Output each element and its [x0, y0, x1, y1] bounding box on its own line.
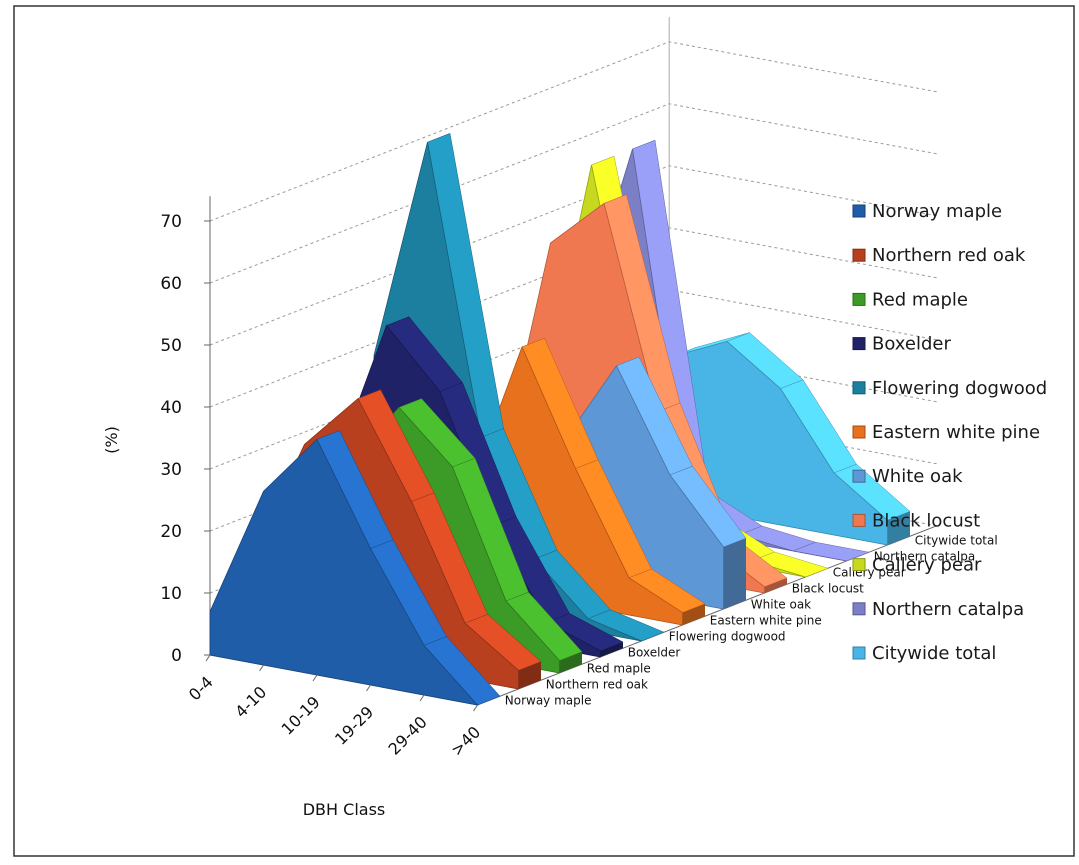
x-axis-title: DBH Class [303, 800, 386, 819]
legend-entry: Northern red oak [872, 245, 1026, 266]
area-endcap-1 [518, 661, 541, 689]
legend-swatch [852, 337, 866, 351]
legend-swatch [852, 381, 866, 395]
legend-swatch [852, 248, 866, 262]
x-tick-mark [312, 674, 318, 682]
legend-entry: Citywide total [872, 643, 996, 664]
depth-label: Northern catalpa [874, 550, 975, 564]
depth-label: Citywide total [915, 534, 998, 548]
area-endcap-7 [764, 578, 787, 593]
area-series-0 [209, 438, 479, 706]
depth-label: Northern red oak [546, 678, 648, 692]
x-tick-mark [473, 704, 478, 712]
depth-label: Black locust [792, 582, 864, 596]
x-tick-mark [205, 654, 211, 662]
area-endcap-3 [600, 642, 623, 657]
y-tick-label: 0 [171, 646, 182, 666]
depth-label: White oak [751, 598, 811, 612]
y-tick-label: 20 [160, 522, 182, 542]
y-tick-label: 10 [160, 584, 182, 604]
y-axis-ticks: 0 10 20 30 40 50 60 70 [160, 212, 210, 666]
depth-label: Norway maple [505, 694, 592, 708]
depth-label: Red maple [587, 662, 651, 676]
y-tick-label: 70 [160, 212, 182, 232]
y-tick-label: 60 [160, 274, 182, 294]
depth-axis-labels: Norway maple Northern red oak Red maple Box… [505, 534, 998, 708]
y-tick-label: 40 [160, 398, 182, 418]
area-endcap-10 [887, 511, 910, 545]
depth-label: Flowering dogwood [669, 630, 786, 644]
legend-swatch [852, 646, 866, 660]
y-axis-title: (%) [102, 426, 121, 454]
legend-entry: Callery pear [872, 555, 982, 576]
depth-label: Callery pear [833, 566, 906, 580]
legend-swatch [852, 204, 866, 218]
area-endcap-6 [723, 538, 746, 609]
legend-entry: Red maple [872, 289, 968, 310]
legend-entry: Flowering dogwood [872, 378, 1047, 399]
area-endcap-5 [682, 603, 705, 625]
legend-swatch [852, 425, 866, 439]
y-tick-label: 30 [160, 460, 182, 480]
legend-entry: Northern catalpa [872, 599, 1024, 620]
legend-swatch [852, 292, 866, 306]
legend-swatch [852, 469, 866, 483]
area-endcap-2 [559, 651, 582, 673]
x-tick-mark [419, 694, 425, 702]
plot-areas [209, 132, 911, 706]
x-tick-mark [259, 664, 264, 672]
depth-label: Boxelder [628, 646, 681, 660]
depth-label: Eastern white pine [710, 614, 822, 628]
legend-entry: Eastern white pine [872, 422, 1040, 443]
legend-entry: Black locust [872, 510, 980, 531]
legend-entry: Norway maple [872, 201, 1002, 222]
x-tick-mark [366, 684, 371, 692]
legend-entry: Boxelder [872, 334, 951, 355]
legend-swatch [852, 602, 866, 616]
legend-swatch [852, 513, 866, 527]
legend: Norway maple Northern red oak Red maple Box… [852, 201, 1047, 664]
legend-entry: White oak [872, 466, 963, 487]
legend-swatch [852, 558, 866, 572]
y-tick-label: 50 [160, 336, 182, 356]
